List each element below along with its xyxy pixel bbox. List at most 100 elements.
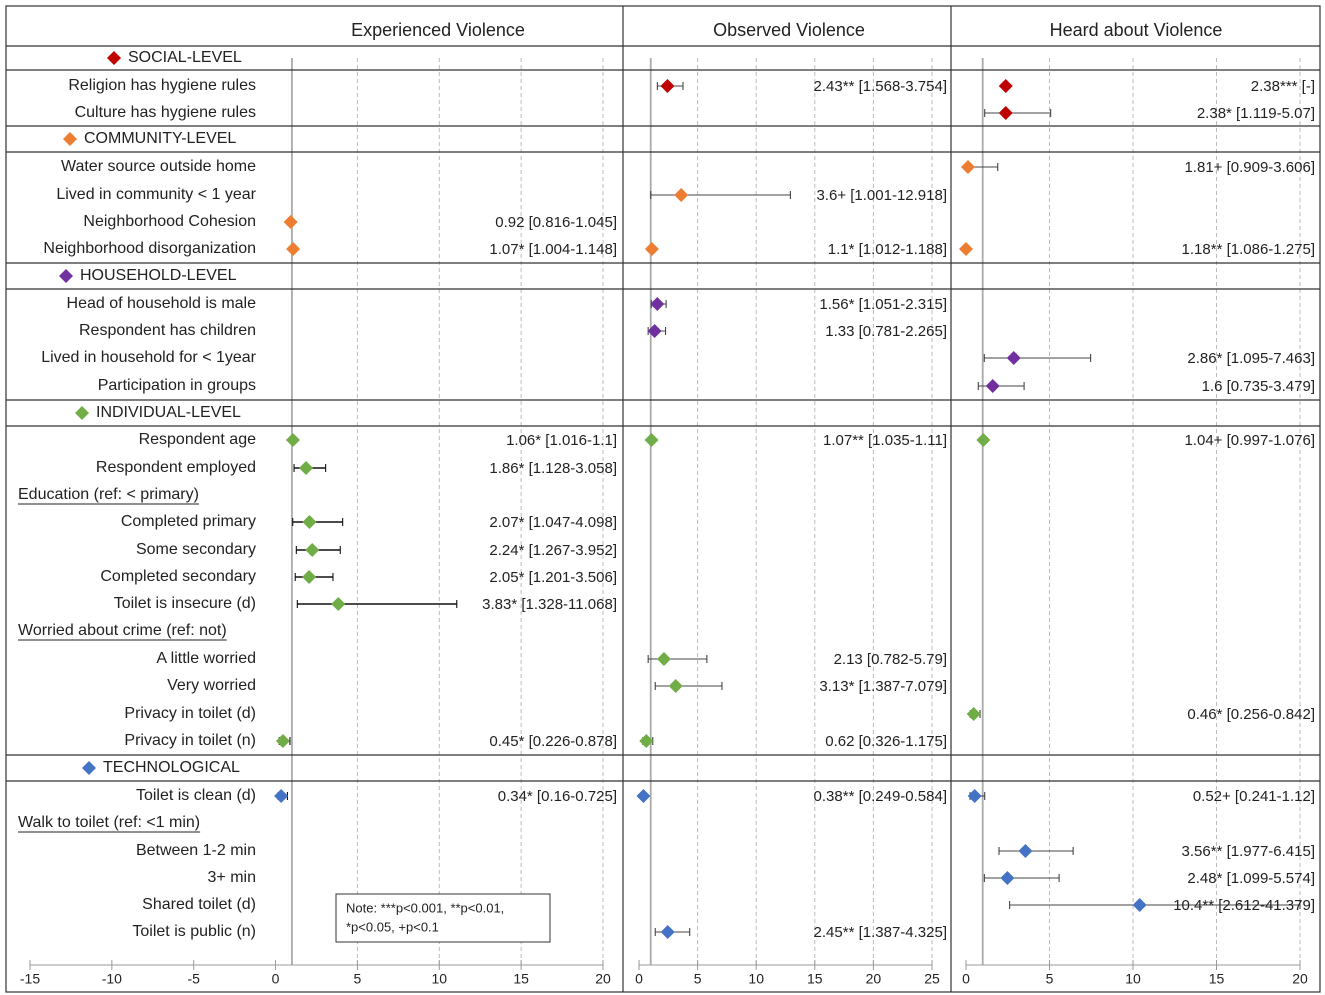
row-label-household-0: Head of household is male (67, 295, 257, 312)
or-marker-experienced-individual-5 (302, 570, 317, 584)
row-label-household-2: Lived in household for < 1year (41, 349, 256, 366)
or-label-observed-technological-0: 0.38** [0.249-0.584] (814, 788, 947, 805)
row-label-community-3: Neighborhood disorganization (43, 240, 256, 257)
or-marker-experienced-community-3 (286, 242, 301, 256)
section-marker-household (59, 269, 73, 283)
subgroup-label-technological-1: Walk to toilet (ref: <1 min) (18, 814, 200, 831)
panel-title-experienced: Experienced Violence (351, 20, 525, 40)
row-label-individual-8: A little worried (156, 650, 256, 667)
or-marker-observed-individual-9 (668, 679, 683, 693)
x-tick-label-heard-0: 0 (962, 971, 970, 987)
x-tick-label-observed-10: 10 (748, 971, 764, 987)
panel-title-heard: Heard about Violence (1050, 20, 1223, 40)
x-tick-label-observed-15: 15 (807, 971, 823, 987)
or-label-experienced-individual-5: 2.05* [1.201-3.506] (489, 569, 617, 586)
row-label-individual-1: Respondent employed (96, 459, 256, 476)
section-label-household: HOUSEHOLD-LEVEL (80, 267, 237, 284)
or-label-heard-technological-2: 3.56** [1.977-6.415] (1182, 843, 1315, 860)
section-label-technological: TECHNOLOGICAL (103, 759, 240, 776)
x-tick-label-experienced--15: -15 (20, 971, 40, 987)
row-label-household-1: Respondent has children (79, 322, 256, 339)
row-label-individual-0: Respondent age (139, 431, 257, 448)
or-marker-experienced-individual-1 (299, 461, 314, 475)
or-marker-observed-individual-8 (656, 652, 671, 666)
or-label-heard-individual-0: 1.04+ [0.997-1.076] (1184, 432, 1315, 449)
or-marker-heard-social-0 (998, 79, 1013, 93)
or-label-observed-technological-5: 2.45** [1.387-4.325] (814, 924, 947, 941)
or-marker-observed-individual-11 (639, 734, 654, 748)
x-tick-label-experienced-5: 5 (354, 971, 362, 987)
or-label-experienced-individual-11: 0.45* [0.226-0.878] (489, 733, 617, 750)
row-label-technological-4: Shared toilet (d) (142, 896, 256, 913)
x-tick-label-observed-5: 5 (694, 971, 702, 987)
or-label-observed-household-1: 1.33 [0.781-2.265] (825, 323, 947, 340)
or-marker-experienced-individual-0 (285, 433, 300, 447)
significance-note-box (335, 893, 551, 943)
or-marker-heard-social-1 (998, 106, 1013, 120)
or-marker-experienced-community-2 (283, 215, 298, 229)
or-label-experienced-community-3: 1.07* [1.004-1.148] (489, 241, 617, 258)
row-label-community-2: Neighborhood Cohesion (83, 213, 256, 230)
or-label-experienced-individual-6: 3.83* [1.328-11.068] (482, 596, 617, 613)
or-marker-experienced-individual-4 (305, 543, 320, 557)
x-tick-label-experienced--10: -10 (102, 971, 122, 987)
or-label-observed-social-0: 2.43** [1.568-3.754] (814, 78, 947, 95)
x-tick-label-experienced-10: 10 (431, 971, 447, 987)
or-marker-heard-household-2 (1006, 351, 1021, 365)
or-label-observed-community-3: 1.1* [1.012-1.188] (828, 241, 947, 258)
row-label-individual-11: Privacy in toilet (n) (124, 732, 256, 749)
figure-frame (5, 5, 1321, 993)
or-label-experienced-community-2: 0.92 [0.816-1.045] (495, 214, 617, 231)
row-label-social-1: Culture has hygiene rules (75, 104, 256, 121)
row-label-individual-5: Completed secondary (100, 568, 256, 585)
row-label-technological-3: 3+ min (208, 869, 256, 886)
or-marker-experienced-individual-6 (331, 597, 346, 611)
x-tick-label-experienced--5: -5 (187, 971, 200, 987)
or-marker-experienced-individual-11 (275, 734, 290, 748)
or-label-heard-community-0: 1.81+ [0.909-3.606] (1184, 159, 1315, 176)
row-label-individual-4: Some secondary (136, 541, 256, 558)
row-label-individual-9: Very worried (167, 677, 256, 694)
row-label-technological-5: Toilet is public (n) (132, 923, 256, 940)
section-marker-community (63, 132, 77, 146)
or-label-heard-technological-4: 10.4** [2.612-41.379] (1173, 897, 1315, 914)
or-label-heard-technological-3: 2.48* [1.099-5.574] (1187, 870, 1315, 887)
section-label-community: COMMUNITY-LEVEL (84, 130, 236, 147)
or-marker-observed-household-0 (650, 297, 665, 311)
row-label-individual-6: Toilet is insecure (d) (114, 595, 256, 612)
or-marker-experienced-individual-3 (302, 515, 317, 529)
row-label-technological-0: Toilet is clean (d) (136, 787, 256, 804)
x-tick-label-experienced-0: 0 (272, 971, 280, 987)
x-tick-label-observed-20: 20 (866, 971, 882, 987)
significance-note-line-1: Note: ***p<0.001, **p<0.01, (346, 900, 504, 915)
or-label-heard-individual-10: 0.46* [0.256-0.842] (1187, 706, 1315, 723)
or-marker-observed-technological-5 (660, 925, 675, 939)
or-marker-observed-community-3 (644, 242, 659, 256)
or-label-experienced-individual-0: 1.06* [1.016-1.1] (506, 432, 617, 449)
or-label-heard-household-2: 2.86* [1.095-7.463] (1187, 350, 1315, 367)
x-tick-label-observed-0: 0 (635, 971, 643, 987)
row-label-individual-3: Completed primary (121, 513, 256, 530)
or-marker-observed-community-1 (674, 188, 689, 202)
or-label-heard-social-1: 2.38* [1.119-5.07] (1197, 105, 1315, 122)
section-label-individual: INDIVIDUAL-LEVEL (96, 404, 241, 421)
x-tick-label-experienced-15: 15 (513, 971, 529, 987)
or-label-experienced-individual-3: 2.07* [1.047-4.098] (489, 514, 617, 531)
section-marker-social (107, 51, 121, 65)
x-tick-label-heard-10: 10 (1125, 971, 1141, 987)
or-marker-heard-community-0 (961, 160, 976, 174)
row-label-social-0: Religion has hygiene rules (68, 77, 256, 94)
or-label-observed-household-0: 1.56* [1.051-2.315] (819, 296, 947, 313)
row-label-household-3: Participation in groups (98, 377, 256, 394)
or-marker-heard-technological-0 (967, 789, 982, 803)
section-marker-individual (75, 406, 89, 420)
section-label-social: SOCIAL-LEVEL (128, 49, 242, 66)
or-label-experienced-technological-0: 0.34* [0.16-0.725] (498, 788, 617, 805)
x-tick-label-observed-25: 25 (924, 971, 940, 987)
or-label-heard-social-0: 2.38*** [-] (1251, 78, 1315, 95)
x-tick-label-heard-20: 20 (1292, 971, 1308, 987)
x-tick-label-heard-5: 5 (1046, 971, 1054, 987)
x-tick-label-heard-15: 15 (1209, 971, 1225, 987)
or-marker-observed-individual-0 (644, 433, 659, 447)
